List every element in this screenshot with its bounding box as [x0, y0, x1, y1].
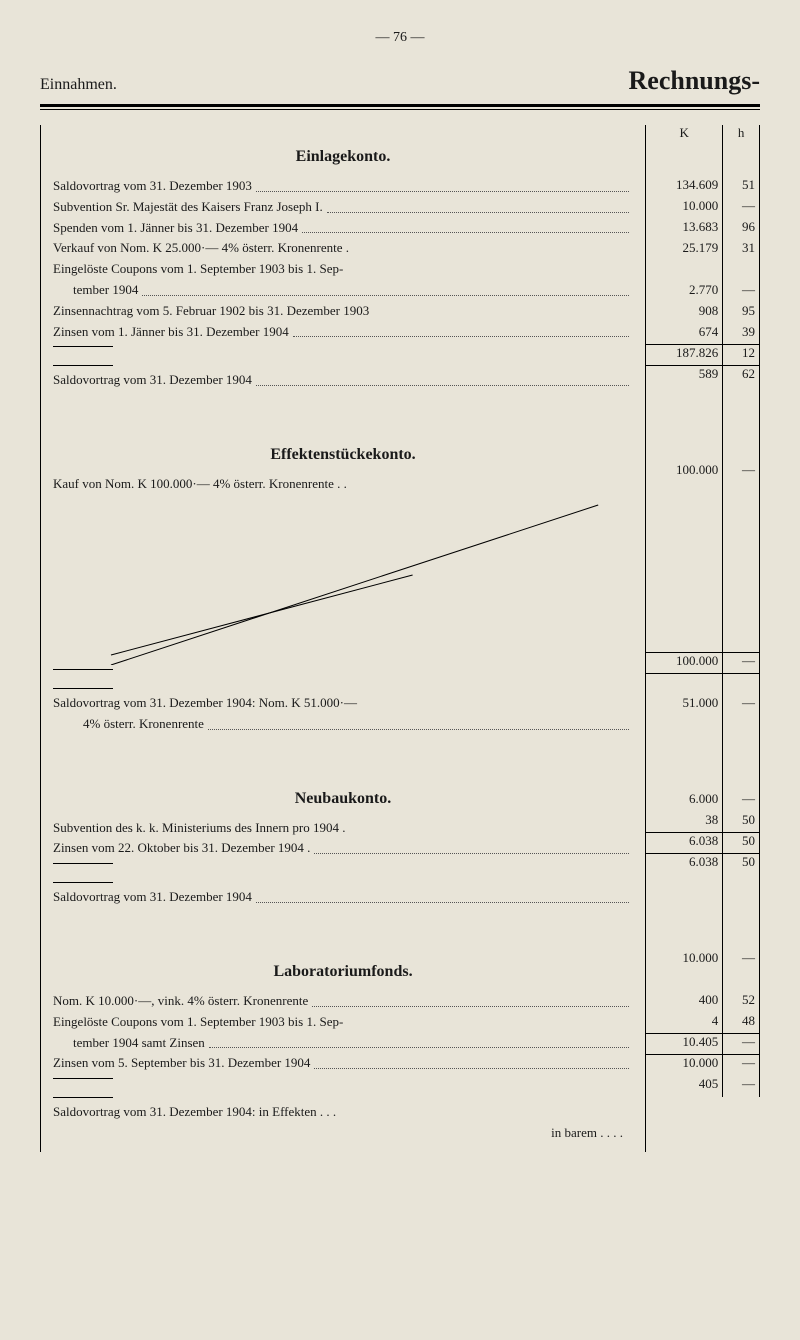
amount-h: —: [723, 198, 759, 219]
amount-h: 95: [723, 303, 759, 324]
amount-k: 2.770: [646, 282, 723, 303]
amount-h: 50: [723, 854, 759, 875]
amount-k: 13.683: [646, 219, 723, 240]
amount-k: 6.000: [646, 791, 723, 812]
amount-k: 100.000: [646, 462, 723, 483]
amount-h: 39: [723, 324, 759, 344]
amount-k: 134.609: [646, 177, 723, 198]
amount-k: 10.000: [646, 1055, 723, 1076]
row-text: Zinsen vom 5. September bis 31. Dezember…: [53, 1053, 310, 1074]
row-text: Saldovortrag vom 31. Dezember 1904: [53, 370, 252, 391]
amount-h: 51: [723, 177, 759, 198]
amount-k: 38: [646, 812, 723, 832]
amount-h: —: [723, 791, 759, 812]
page-number: — 76 —: [40, 30, 760, 46]
row-text: Verkauf von Nom. K 25.000·— 4% österr. K…: [53, 238, 349, 259]
row-text: Zinsen vom 22. Oktober bis 31. Dezember …: [53, 838, 310, 859]
diagonal-cross: [53, 495, 633, 665]
amount-total-k: 187.826: [646, 345, 723, 365]
header-row: Einnahmen. Rechnungs-: [40, 66, 760, 96]
amount-h: —: [723, 695, 759, 716]
row-text: Zinsennachtrag vom 5. Februar 1902 bis 3…: [53, 301, 369, 322]
row-text: Saldovortrag vom 31. Dezember 1904: Nom.…: [53, 693, 357, 714]
amount-total-k: 10.405: [646, 1034, 723, 1054]
section-effekten-title: Effektenstückekonto.: [53, 446, 633, 464]
amount-total-h: 50: [723, 833, 759, 853]
amount-k: 25.179: [646, 240, 723, 261]
amount-h: —: [723, 282, 759, 303]
col-header-k: K: [646, 125, 723, 153]
amount-h: 96: [723, 219, 759, 240]
row-text: Spenden vom 1. Jänner bis 31. Dezember 1…: [53, 218, 298, 239]
row-text: in barem . . . .: [551, 1123, 623, 1144]
row-text: Subvention Sr. Majestät des Kaisers Fran…: [53, 197, 323, 218]
row-text: Eingelöste Coupons vom 1. September 1903…: [53, 259, 343, 280]
amount-k: 4: [646, 1013, 723, 1033]
amount-total-h: 12: [723, 345, 759, 365]
amount-h: —: [723, 462, 759, 483]
row-text: Saldovortrag vom 31. Dezember 1904: [53, 887, 252, 908]
double-rule: [40, 104, 760, 110]
header-left: Einnahmen.: [40, 76, 117, 94]
amount-h: 48: [723, 1013, 759, 1033]
row-text: tember 1904 samt Zinsen: [73, 1033, 205, 1054]
amount-h: 52: [723, 992, 759, 1013]
row-text: Saldovortrag vom 31. Dezember 1903: [53, 176, 252, 197]
amount-h: —: [723, 1055, 759, 1076]
amount-h: —: [723, 1076, 759, 1097]
amount-k: 51.000: [646, 695, 723, 716]
amount-k: 10.000: [646, 198, 723, 219]
row-text: tember 1904: [73, 280, 138, 301]
amount-k: 908: [646, 303, 723, 324]
amount-h: 31: [723, 240, 759, 261]
amount-total-h: —: [723, 1034, 759, 1054]
section-neubau-title: Neubaukonto.: [53, 790, 633, 808]
row-text: Subvention des k. k. Ministeriums des In…: [53, 818, 345, 839]
row-text: Eingelöste Coupons vom 1. September 1903…: [53, 1012, 343, 1033]
amount-k: 674: [646, 324, 723, 344]
amount-k: 10.000: [646, 950, 723, 971]
col-header-h: h: [723, 125, 759, 153]
amount-h: 62: [723, 366, 759, 387]
amount-k: 405: [646, 1076, 723, 1097]
section-einlagekonto-title: Einlagekonto.: [53, 148, 633, 166]
amount-h: 50: [723, 812, 759, 832]
amount-k: 589: [646, 366, 723, 387]
row-text: Saldovortrag vom 31. Dezember 1904: in E…: [53, 1102, 336, 1123]
amount-total-h: —: [723, 653, 759, 673]
section-labor-title: Laboratoriumfonds.: [53, 963, 633, 981]
amount-total-k: 100.000: [646, 653, 723, 673]
row-text: Nom. K 10.000·—, vink. 4% österr. Kronen…: [53, 991, 308, 1012]
row-text: 4% österr. Kronenrente: [83, 714, 204, 735]
row-text: Kauf von Nom. K 100.000·— 4% österr. Kro…: [53, 474, 347, 495]
amount-total-k: 6.038: [646, 833, 723, 853]
header-right: Rechnungs-: [629, 66, 760, 96]
row-text: Zinsen vom 1. Jänner bis 31. Dezember 19…: [53, 322, 289, 343]
amount-k: 6.038: [646, 854, 723, 875]
amount-h: —: [723, 950, 759, 971]
amount-k: 400: [646, 992, 723, 1013]
